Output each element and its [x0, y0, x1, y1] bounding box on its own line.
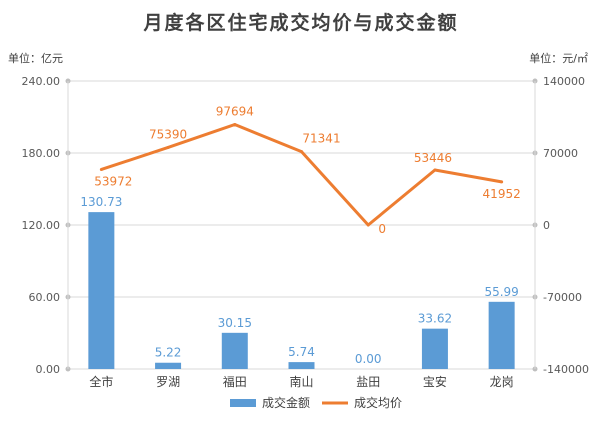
x-axis-tick-label: 龙岗	[490, 375, 514, 389]
right-axis-unit: 单位：元/㎡	[529, 52, 588, 65]
price-point	[366, 223, 370, 227]
line-value-label: 41952	[483, 187, 521, 201]
x-axis-tick-label: 罗湖	[156, 374, 180, 389]
legend-bar-swatch	[230, 399, 256, 407]
price-point	[166, 145, 170, 149]
line-value-label: 0	[378, 222, 386, 236]
bar	[155, 362, 182, 369]
price-point	[300, 150, 303, 154]
bar-value-label: 5.22	[155, 346, 182, 360]
bar-value-label: 30.15	[218, 316, 252, 330]
left-axis-tick-label: 60.00	[29, 291, 61, 304]
line-value-label: 53446	[414, 151, 452, 165]
left-axis-unit: 单位：亿元	[8, 52, 63, 65]
right-axis-tick-label: -140000	[543, 363, 589, 376]
bar-value-label: 0.00	[355, 352, 382, 366]
bar-value-label: 5.74	[288, 345, 315, 359]
bar-value-label: 33.62	[418, 312, 452, 326]
x-axis-tick-label: 南山	[289, 374, 313, 389]
x-axis-tick-label: 福田	[223, 374, 247, 389]
chart-title: 月度各区住宅成交均价与成交金额	[143, 12, 459, 34]
line-value-label: 53972	[94, 174, 132, 188]
x-axis-tick-label: 盐田	[356, 375, 380, 389]
right-axis-tick-label: -70000	[543, 291, 582, 304]
left-axis-tick-label: 240.00	[22, 75, 61, 88]
right-axis-tick-label: 70000	[543, 147, 578, 160]
price-point	[99, 167, 103, 171]
price-point	[500, 180, 504, 184]
left-axis-tick-label: 120.00	[22, 219, 61, 232]
bar-value-label: 130.73	[80, 195, 122, 209]
price-point	[433, 168, 437, 172]
bar	[421, 328, 448, 369]
x-axis-tick-label: 宝安	[423, 374, 447, 389]
x-axis-tick-label: 全市	[89, 374, 113, 389]
right-axis-tick-label: 140000	[543, 75, 585, 88]
bar	[221, 332, 248, 369]
legend-line-label: 成交均价	[354, 395, 402, 410]
legend-bar-label: 成交金额	[262, 395, 310, 410]
line-value-label: 71341	[302, 132, 340, 146]
left-axis-tick-label: 0.00	[36, 363, 61, 376]
price-point	[233, 123, 237, 127]
right-axis-tick-label: 0	[543, 219, 550, 232]
left-axis-tick-label: 180.00	[22, 147, 61, 160]
line-value-label: 75390	[149, 127, 187, 141]
bar	[488, 301, 515, 369]
line-value-label: 97694	[216, 105, 254, 119]
bar	[288, 362, 315, 369]
bar	[88, 212, 115, 369]
bar-value-label: 55.99	[484, 285, 518, 299]
